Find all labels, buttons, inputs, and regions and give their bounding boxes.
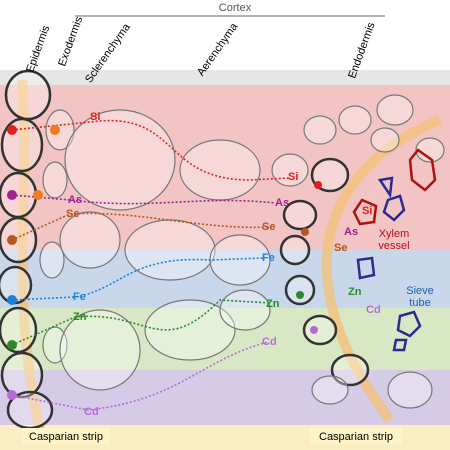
element-label: As [344,226,358,238]
caption-box [22,428,110,444]
element-label: As [68,194,82,206]
element-label: Fe [262,252,275,264]
casparian-strip [17,79,45,432]
element-label: Zn [73,311,87,323]
element-label: Se [66,208,79,220]
vessels [352,148,437,352]
element-label: Zn [348,286,362,298]
element-label: Si [288,171,298,183]
element-label: As [275,197,289,209]
layer-label: Aerenchyma [195,20,241,78]
dots [7,125,322,400]
layer-label: Exodermis [56,15,85,68]
epidermis-cells [0,69,75,430]
element-label: Zn [266,298,280,310]
layer-label: Epidermis [24,23,52,74]
aerenchyma-cells [59,109,271,391]
endodermis-cells [271,94,445,409]
casparian-strip [321,115,442,423]
band [0,70,450,85]
caption: Casparian strip [319,431,393,443]
sieve-label: Sieve tube [406,285,434,309]
flow-paths [11,119,291,411]
element-label: Se [262,221,275,233]
caption-box [310,428,402,444]
element-label: Cd [262,336,277,348]
xylem-label: Xylem vessel [378,228,410,252]
cortex-label: Cortex [219,2,252,14]
element-label: Si [362,205,372,217]
caption: Casparian strip [29,431,103,443]
element-label: Cd [84,406,99,418]
element-label: Fe [73,291,86,303]
element-label: Cd [366,304,381,316]
element-label: Si [90,111,100,123]
element-label: Se [334,242,347,254]
